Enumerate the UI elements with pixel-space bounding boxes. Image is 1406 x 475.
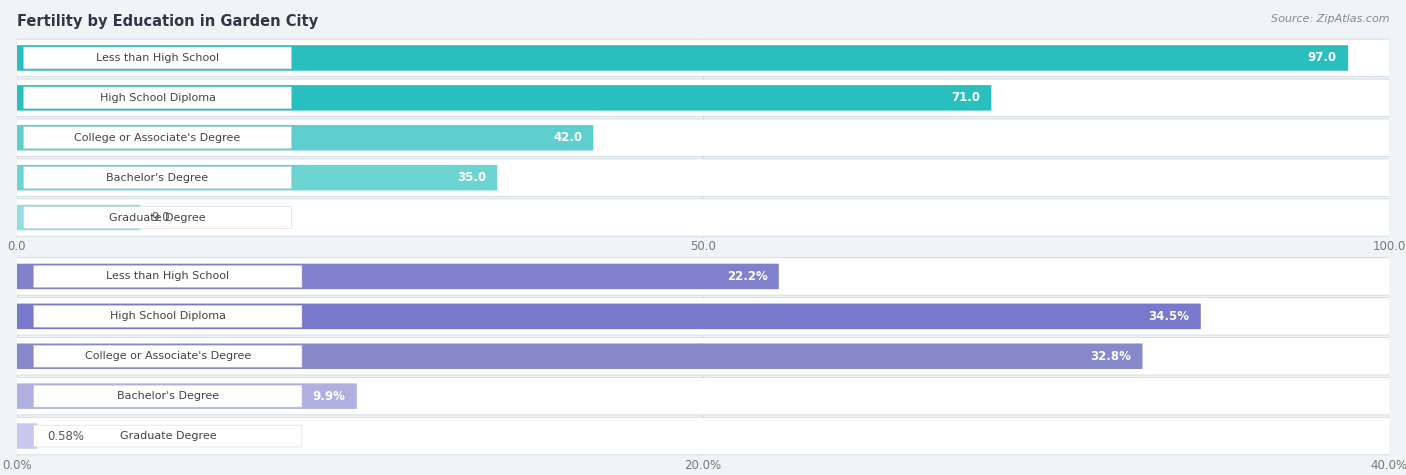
FancyBboxPatch shape: [17, 258, 1389, 295]
Text: 34.5%: 34.5%: [1149, 310, 1189, 323]
FancyBboxPatch shape: [17, 119, 1389, 156]
Text: 32.8%: 32.8%: [1090, 350, 1132, 363]
Text: Source: ZipAtlas.com: Source: ZipAtlas.com: [1271, 14, 1389, 24]
FancyBboxPatch shape: [34, 345, 302, 367]
Text: 9.9%: 9.9%: [312, 390, 346, 403]
FancyBboxPatch shape: [17, 39, 1389, 76]
Text: Graduate Degree: Graduate Degree: [110, 212, 205, 223]
Text: 22.2%: 22.2%: [727, 270, 768, 283]
FancyBboxPatch shape: [24, 87, 291, 109]
Text: Fertility by Education in Garden City: Fertility by Education in Garden City: [17, 14, 318, 29]
FancyBboxPatch shape: [17, 338, 1389, 375]
Text: 0.58%: 0.58%: [48, 429, 84, 443]
Text: College or Associate's Degree: College or Associate's Degree: [75, 133, 240, 143]
Text: Less than High School: Less than High School: [96, 53, 219, 63]
Text: High School Diploma: High School Diploma: [100, 93, 215, 103]
FancyBboxPatch shape: [17, 45, 1348, 71]
FancyBboxPatch shape: [34, 385, 302, 407]
FancyBboxPatch shape: [17, 199, 1389, 236]
Text: College or Associate's Degree: College or Associate's Degree: [84, 351, 250, 361]
FancyBboxPatch shape: [17, 85, 991, 111]
Text: 71.0: 71.0: [952, 91, 980, 104]
FancyBboxPatch shape: [34, 425, 302, 447]
FancyBboxPatch shape: [24, 47, 291, 69]
FancyBboxPatch shape: [24, 167, 291, 189]
FancyBboxPatch shape: [17, 125, 593, 151]
FancyBboxPatch shape: [17, 298, 1389, 335]
FancyBboxPatch shape: [17, 304, 1201, 329]
FancyBboxPatch shape: [34, 305, 302, 327]
FancyBboxPatch shape: [17, 205, 141, 230]
Text: Bachelor's Degree: Bachelor's Degree: [117, 391, 219, 401]
FancyBboxPatch shape: [34, 266, 302, 287]
FancyBboxPatch shape: [17, 165, 498, 190]
Text: 35.0: 35.0: [457, 171, 486, 184]
FancyBboxPatch shape: [17, 79, 1389, 116]
FancyBboxPatch shape: [17, 264, 779, 289]
Text: Less than High School: Less than High School: [107, 271, 229, 282]
Text: 9.0: 9.0: [152, 211, 170, 224]
FancyBboxPatch shape: [24, 207, 291, 228]
FancyBboxPatch shape: [17, 159, 1389, 196]
Text: High School Diploma: High School Diploma: [110, 311, 226, 322]
FancyBboxPatch shape: [17, 378, 1389, 415]
FancyBboxPatch shape: [17, 418, 1389, 455]
FancyBboxPatch shape: [24, 127, 291, 149]
Text: 97.0: 97.0: [1308, 51, 1337, 65]
FancyBboxPatch shape: [17, 343, 1143, 369]
Text: 42.0: 42.0: [553, 131, 582, 144]
Text: Bachelor's Degree: Bachelor's Degree: [107, 172, 208, 183]
Text: Graduate Degree: Graduate Degree: [120, 431, 217, 441]
FancyBboxPatch shape: [17, 383, 357, 409]
FancyBboxPatch shape: [17, 423, 37, 449]
